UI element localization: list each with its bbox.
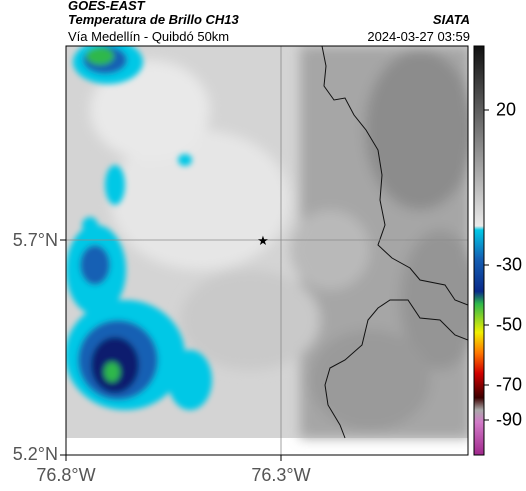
source-label: SIATA [432, 12, 470, 27]
lat-tick-5.2: 5.2°N [12, 444, 58, 464]
colorbar-tick-minus90: -90 [496, 409, 523, 430]
lat-tick-5.7: 5.7°N [12, 230, 58, 250]
map-frame [65, 45, 469, 456]
datetime-label: 2024-03-27 03:59 [367, 29, 470, 44]
colorbar-tick-minus50: -50 [496, 314, 523, 335]
colorbar-tick-minus30: -30 [496, 254, 523, 275]
colorbar [473, 45, 489, 456]
star-icon: ★ [257, 234, 269, 249]
lon-tick-76.8: 76.8°W [36, 465, 96, 485]
product-title: Temperatura de Brillo CH13 [68, 12, 239, 27]
colorbar-tick-20: 20 [496, 99, 517, 120]
colorbar-tick-minus70: -70 [496, 374, 523, 395]
route-label: Vía Medellín - Quibdó 50km [68, 29, 230, 44]
lon-tick-76.3: 76.3°W [251, 465, 311, 485]
satellite-title: GOES-EAST [68, 0, 145, 13]
map-image [66, 46, 468, 455]
